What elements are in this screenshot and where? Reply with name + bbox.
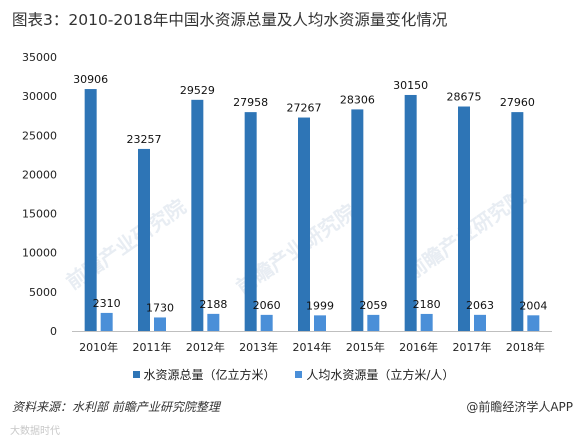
brand-credit: @前瞻经济学人APP (466, 400, 573, 414)
bar-total (351, 109, 364, 332)
data-label-total: 30150 (393, 79, 428, 92)
legend-item-per-capita: 人均水资源量（立方米/人） (295, 366, 454, 383)
bar-per-capita (527, 315, 540, 331)
watermark-text: 前瞻产业研究院 (62, 194, 190, 294)
y-tick-label: 20000 (22, 168, 57, 181)
legend-swatch-per-capita (295, 371, 303, 378)
y-axis: 0 5000 10000 15000 20000 25000 30000 35000 (22, 51, 57, 338)
data-label-per-capita: 2063 (466, 299, 494, 312)
chart-title: 图表3：2010-2018年中国水资源总量及人均水资源量变化情况 (12, 11, 448, 29)
x-tick-label: 2012年 (186, 340, 225, 354)
data-label-per-capita: 2188 (199, 298, 227, 311)
bar-per-capita (314, 315, 326, 331)
bar-total (404, 94, 417, 332)
bar-total (298, 117, 310, 331)
data-label-total: 29529 (180, 84, 215, 97)
data-label-per-capita: 1999 (306, 299, 334, 312)
bars: 30906 2310 23257 1730 29529 2188 27958 2060 2726… (73, 73, 547, 332)
y-tick-label: 35000 (22, 51, 57, 64)
y-tick-label: 0 (50, 325, 57, 338)
x-tick-label: 2015年 (346, 340, 385, 354)
bar-total (84, 89, 97, 331)
data-label-per-capita: 1730 (146, 301, 174, 314)
data-label-total: 28675 (447, 91, 482, 104)
source-note: 资料来源：水利部 前瞻产业研究院整理 (12, 400, 220, 414)
bar-total (458, 106, 470, 331)
y-tick-label: 15000 (22, 208, 57, 221)
data-label-per-capita: 2060 (253, 299, 281, 312)
data-label-total: 28306 (340, 93, 375, 106)
bar-per-capita (260, 314, 273, 331)
bar-per-capita (474, 314, 486, 331)
bar-per-capita (154, 317, 166, 331)
bar-total (191, 99, 204, 332)
data-label-total: 27267 (287, 102, 322, 115)
y-tick-label: 10000 (22, 247, 57, 260)
footer-watermark: 大数据时代 (10, 426, 60, 437)
y-tick-label: 30000 (22, 90, 57, 103)
x-tick-label: 2016年 (399, 340, 438, 354)
x-tick-label: 2018年 (506, 340, 545, 354)
bar-per-capita (420, 313, 433, 331)
x-tick-label: 2017年 (453, 340, 492, 354)
legend: 水资源总量（亿立方米） 人均水资源量（立方米/人） (0, 366, 587, 383)
data-label-per-capita: 2004 (519, 299, 547, 312)
data-label-per-capita: 2180 (413, 298, 441, 311)
x-tick-label: 2013年 (239, 340, 278, 354)
data-label-total: 23257 (127, 133, 162, 146)
bar-total (138, 148, 150, 331)
bar-per-capita (207, 313, 220, 331)
legend-swatch-total (132, 371, 140, 378)
bar-total (511, 112, 524, 331)
x-tick-label: 2010年 (79, 340, 118, 354)
y-tick-label: 25000 (22, 129, 57, 142)
legend-item-total: 水资源总量（亿立方米） (132, 366, 276, 383)
data-label-per-capita: 2310 (93, 297, 121, 310)
bar-total (244, 112, 257, 331)
bar-per-capita (367, 314, 380, 331)
bar-per-capita (100, 312, 113, 331)
data-label-total: 27958 (233, 96, 268, 109)
x-axis: 2010年 2011年 2012年 2013年 2014年 2015年 2016年 2017年… (72, 331, 552, 354)
legend-label-total: 水资源总量（亿立方米） (143, 368, 276, 382)
legend-label-per-capita: 人均水资源量（立方米/人） (306, 368, 455, 382)
data-label-total: 27960 (500, 96, 535, 109)
data-label-per-capita: 2059 (359, 299, 387, 312)
x-tick-label: 2014年 (293, 340, 332, 354)
y-tick-label: 5000 (29, 286, 57, 299)
x-tick-label: 2011年 (133, 340, 172, 354)
data-label-total: 30906 (73, 73, 108, 86)
